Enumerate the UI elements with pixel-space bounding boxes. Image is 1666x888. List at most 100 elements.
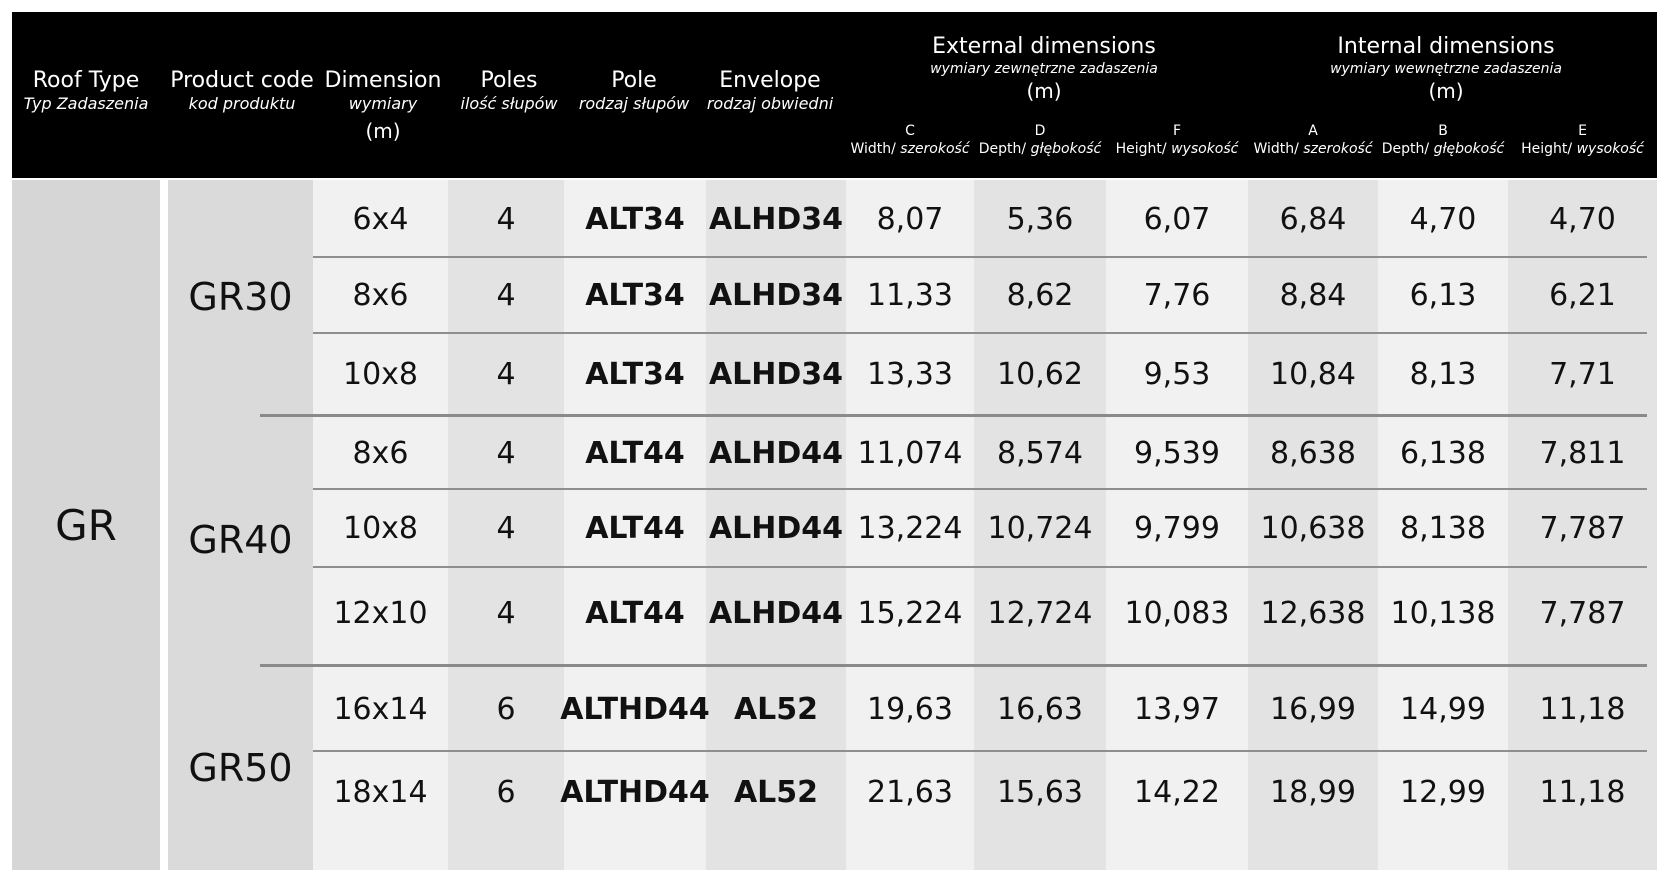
external-dimensions-header: External dimensions wymiary zewnętrzne z… [846, 34, 1242, 104]
envelope-cell: ALHD44 [708, 595, 844, 631]
col-letter: F [1172, 123, 1182, 139]
dimension-column [313, 180, 448, 870]
col-b-header: B Depth/ głębokość [1378, 122, 1508, 158]
col-label: Width/ szerokość [850, 141, 970, 157]
int-height-cell: 4,70 [1549, 201, 1616, 237]
poles-header: Poles ilość słupów [449, 68, 569, 114]
ext-depth-cell: 16,63 [997, 691, 1083, 727]
product-code-column [168, 180, 313, 870]
col-letter: E [1578, 123, 1587, 139]
ext-width-cell: 13,224 [857, 510, 963, 546]
ext-height-cell: 6,07 [1143, 201, 1211, 237]
int-width-cell: 6,84 [1279, 201, 1347, 237]
row-divider [313, 488, 1647, 490]
ext-width-cell: 8,07 [876, 201, 944, 237]
dimension-header: Dimension wymiary (m) [317, 68, 449, 144]
dimension-heading: Dimension [324, 68, 442, 93]
dimension-cell: 10x8 [342, 510, 418, 546]
external-unit: (m) [1026, 79, 1062, 103]
pole-cell: ALT44 [585, 435, 685, 471]
poles-heading: Poles [480, 68, 538, 93]
internal-heading: Internal dimensions [1337, 34, 1555, 59]
group-divider [260, 414, 1647, 417]
roof-type-heading: Roof Type [32, 68, 140, 93]
ext-width-cell: 19,63 [867, 691, 953, 727]
envelope-cell: ALHD44 [708, 435, 844, 471]
roof-type-value: GR [55, 500, 117, 550]
int-width-cell: 8,84 [1279, 277, 1347, 313]
row-divider [313, 256, 1647, 258]
pole-cell: ALT44 [585, 595, 685, 631]
ext-depth-cell: 15,63 [997, 774, 1083, 810]
ext-height-cell: 10,083 [1124, 595, 1230, 631]
int-height-cell: 11,18 [1539, 691, 1626, 727]
col-e-header: E Height/ wysokość [1508, 122, 1657, 158]
pole-header: Pole rodzaj słupów [569, 68, 699, 114]
dimension-cell: 18x14 [333, 774, 428, 810]
col-letter: B [1438, 123, 1448, 139]
col-label: Depth/ głębokość [978, 141, 1102, 157]
int-depth-cell: 8,138 [1400, 510, 1486, 546]
ext-height-cell: 7,76 [1143, 277, 1211, 313]
dimension-cell: 8x6 [352, 435, 409, 471]
col-label: Depth/ głębokość [1381, 141, 1505, 157]
envelope-cell: ALHD34 [708, 356, 844, 392]
int-depth-cell: 6,138 [1400, 435, 1486, 471]
int-width-cell: 18,99 [1270, 774, 1356, 810]
int-depth-cell: 10,138 [1390, 595, 1496, 631]
int-depth-cell: 4,70 [1409, 201, 1477, 237]
pole-cell: ALTHD44 [560, 691, 710, 727]
col-a-header: A Width/ szerokość [1248, 122, 1378, 158]
col-label: Height/ wysokość [1521, 141, 1644, 157]
table-header: Roof Type Typ Zadaszenia Product code ko… [12, 12, 1657, 178]
product-code-value: GR30 [188, 275, 293, 319]
int-width-cell: 8,638 [1270, 435, 1356, 471]
ext-height-cell: 9,53 [1143, 356, 1211, 392]
col-d-header: D Depth/ głębokość [974, 122, 1106, 158]
ext-width-column [846, 180, 974, 870]
group-divider [260, 664, 1647, 667]
dimension-unit: (m) [365, 119, 401, 143]
envelope-cell: ALHD44 [708, 510, 844, 546]
pole-cell: ALT34 [585, 356, 685, 392]
int-height-cell: 11,18 [1539, 774, 1626, 810]
product-code-header: Product code kod produktu [162, 68, 322, 114]
int-depth-cell: 8,13 [1409, 356, 1477, 392]
pole-cell: ALT44 [585, 510, 685, 546]
internal-dimensions-header: Internal dimensions wymiary wewnętrzne z… [1248, 34, 1644, 104]
poles-cell: 4 [496, 595, 516, 631]
dimension-cell: 8x6 [352, 277, 409, 313]
envelope-heading: Envelope [719, 68, 821, 93]
dimension-cell: 16x14 [333, 691, 428, 727]
ext-depth-cell: 8,574 [997, 435, 1083, 471]
poles-cell: 4 [496, 435, 516, 471]
poles-cell: 6 [496, 691, 516, 727]
ext-depth-cell: 10,724 [987, 510, 1093, 546]
poles-column [448, 180, 564, 870]
roof-type-header: Roof Type Typ Zadaszenia [12, 68, 160, 114]
ext-width-cell: 11,074 [857, 435, 963, 471]
ext-depth-cell: 8,62 [1006, 277, 1074, 313]
int-height-cell: 7,811 [1539, 435, 1626, 471]
pole-cell: ALT34 [585, 201, 685, 237]
col-letter: A [1308, 123, 1318, 139]
int-depth-cell: 14,99 [1400, 691, 1486, 727]
dimension-cell: 12x10 [333, 595, 428, 631]
ext-height-cell: 14,22 [1134, 774, 1220, 810]
col-letter: D [1034, 123, 1046, 139]
roof-type-column [12, 180, 160, 870]
product-code-heading: Product code [170, 68, 314, 93]
pole-heading: Pole [611, 68, 657, 93]
envelope-cell: ALHD34 [708, 277, 844, 313]
int-depth-cell: 6,13 [1409, 277, 1477, 313]
external-subheading: wymiary zewnętrzne zadaszenia [930, 61, 1158, 77]
poles-cell: 4 [496, 510, 516, 546]
int-width-cell: 10,638 [1260, 510, 1366, 546]
ext-depth-cell: 10,62 [997, 356, 1083, 392]
internal-subheading: wymiary wewnętrzne zadaszenia [1330, 61, 1562, 77]
ext-height-cell: 13,97 [1134, 691, 1220, 727]
ext-depth-cell: 5,36 [1006, 201, 1074, 237]
product-code-value: GR40 [188, 518, 293, 562]
int-width-cell: 10,84 [1270, 356, 1356, 392]
row-divider [313, 566, 1647, 568]
